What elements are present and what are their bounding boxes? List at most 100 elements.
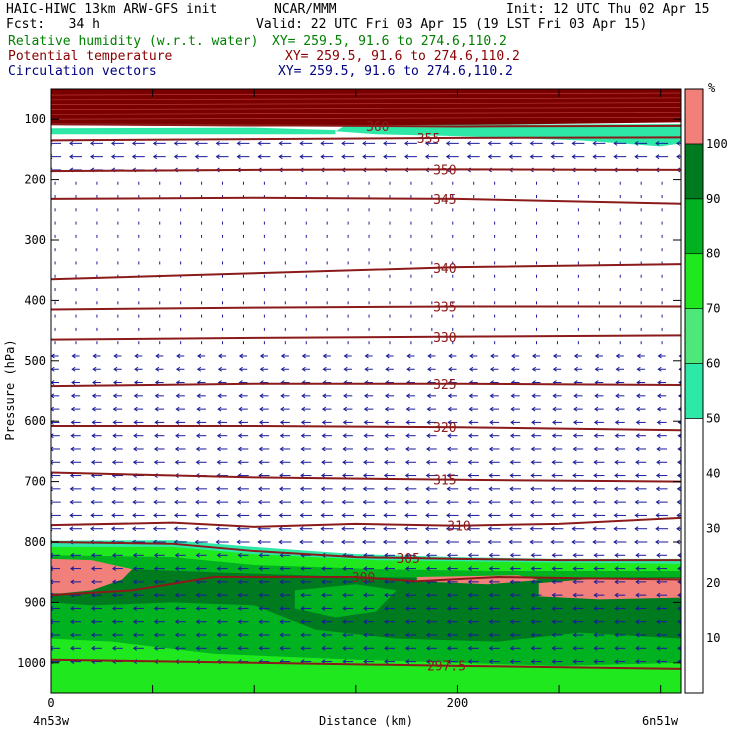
circulation-vector	[676, 154, 681, 160]
circulation-vector	[676, 486, 681, 492]
circulation-vector	[321, 446, 333, 452]
circulation-vector	[593, 552, 605, 558]
circulation-vector	[655, 140, 669, 146]
circulation-vector	[299, 539, 313, 545]
y-tick-label: 700	[24, 475, 46, 489]
circulation-vector	[530, 446, 542, 452]
circulation-vector	[614, 566, 626, 571]
circulation-vector	[196, 406, 206, 412]
circulation-vector	[405, 592, 416, 598]
colorbar-bin	[684, 418, 704, 694]
circulation-vector	[321, 592, 333, 598]
circulation-vector	[572, 645, 584, 651]
circulation-vector	[657, 366, 666, 372]
circulation-vector	[466, 539, 480, 545]
circulation-vector	[489, 433, 500, 439]
circulation-vector	[155, 353, 164, 359]
circulation-vector	[405, 406, 416, 412]
circulation-vector	[237, 606, 249, 611]
circulation-vector	[613, 486, 626, 492]
colorbar-label: 80	[706, 247, 720, 261]
circulation-vector	[155, 366, 164, 372]
circulation-vector	[69, 526, 82, 532]
rh-region-50-60	[335, 124, 681, 147]
circulation-vector	[383, 486, 396, 492]
circulation-vector	[258, 486, 270, 492]
circulation-vector	[197, 353, 206, 359]
circulation-vector	[656, 632, 668, 638]
circulation-vector	[69, 513, 82, 518]
circulation-vector	[488, 592, 500, 598]
circulation-vector	[70, 606, 81, 611]
circulation-vector	[635, 606, 647, 611]
circulation-vector	[258, 645, 270, 651]
circulation-vector	[677, 606, 681, 611]
circulation-vector	[321, 606, 333, 611]
circulation-vector	[237, 645, 249, 651]
circulation-vector	[445, 140, 459, 146]
y-tick-label: 900	[24, 595, 46, 609]
circulation-vector	[363, 406, 374, 412]
circulation-vector	[341, 154, 355, 160]
circulation-vector	[614, 606, 626, 611]
circulation-vector	[342, 632, 354, 638]
circulation-vector	[174, 486, 187, 492]
circulation-vector	[91, 606, 102, 611]
circulation-vector	[132, 645, 144, 651]
circulation-vector	[508, 539, 522, 545]
y-tick-label: 800	[24, 535, 46, 549]
isentrope-label: 330	[433, 331, 456, 346]
circulation-vector	[278, 486, 291, 492]
circulation-vector	[112, 393, 123, 399]
circulation-vector	[634, 499, 647, 505]
circulation-vector	[133, 433, 144, 439]
circulation-vector	[152, 140, 166, 146]
circulation-vector	[676, 499, 681, 505]
circulation-vector	[218, 353, 227, 359]
circulation-vector	[572, 619, 584, 625]
circulation-vector	[509, 579, 521, 585]
circulation-vector	[342, 566, 354, 571]
circulation-vector	[530, 632, 542, 638]
circulation-vector	[447, 433, 458, 439]
circulation-vector	[383, 499, 396, 505]
circulation-vector	[634, 486, 647, 492]
circulation-vector	[236, 539, 250, 545]
colorbar-bin	[684, 253, 704, 309]
circulation-vector	[446, 592, 458, 598]
circulation-vector	[448, 353, 457, 359]
circulation-vector	[362, 499, 375, 505]
circulation-vector	[529, 526, 543, 532]
circulation-vector	[174, 645, 186, 651]
circulation-vector	[320, 513, 333, 518]
circulation-vector	[111, 592, 123, 598]
rh-region-100+	[51, 558, 133, 594]
circulation-vector	[216, 632, 228, 638]
circulation-vector	[237, 459, 249, 465]
circulation-vector	[530, 619, 542, 625]
circulation-vector	[70, 645, 81, 651]
circulation-vector	[174, 552, 186, 558]
circulation-vector	[384, 406, 395, 412]
circulation-vector	[467, 459, 479, 465]
circulation-vector	[279, 632, 291, 638]
circulation-vector	[550, 539, 564, 545]
circulation-vector	[279, 433, 291, 439]
circulation-vector	[362, 473, 375, 478]
circulation-vector	[174, 566, 186, 571]
circulation-vector	[593, 433, 605, 439]
circulation-vector	[655, 513, 668, 518]
circulation-vector	[424, 526, 438, 532]
circulation-vector	[196, 366, 206, 372]
circulation-vector	[550, 526, 564, 532]
colorbar-label: 10	[706, 631, 720, 645]
circulation-vector	[508, 513, 522, 518]
circulation-vector	[362, 140, 376, 146]
circulation-vector	[153, 592, 165, 598]
circulation-vector	[111, 632, 123, 638]
header-fcst: Fcst: 34 h	[6, 17, 100, 32]
circulation-vector	[613, 526, 627, 532]
circulation-vector	[341, 486, 354, 492]
circulation-vector	[530, 659, 542, 665]
circulation-vector	[70, 406, 81, 412]
